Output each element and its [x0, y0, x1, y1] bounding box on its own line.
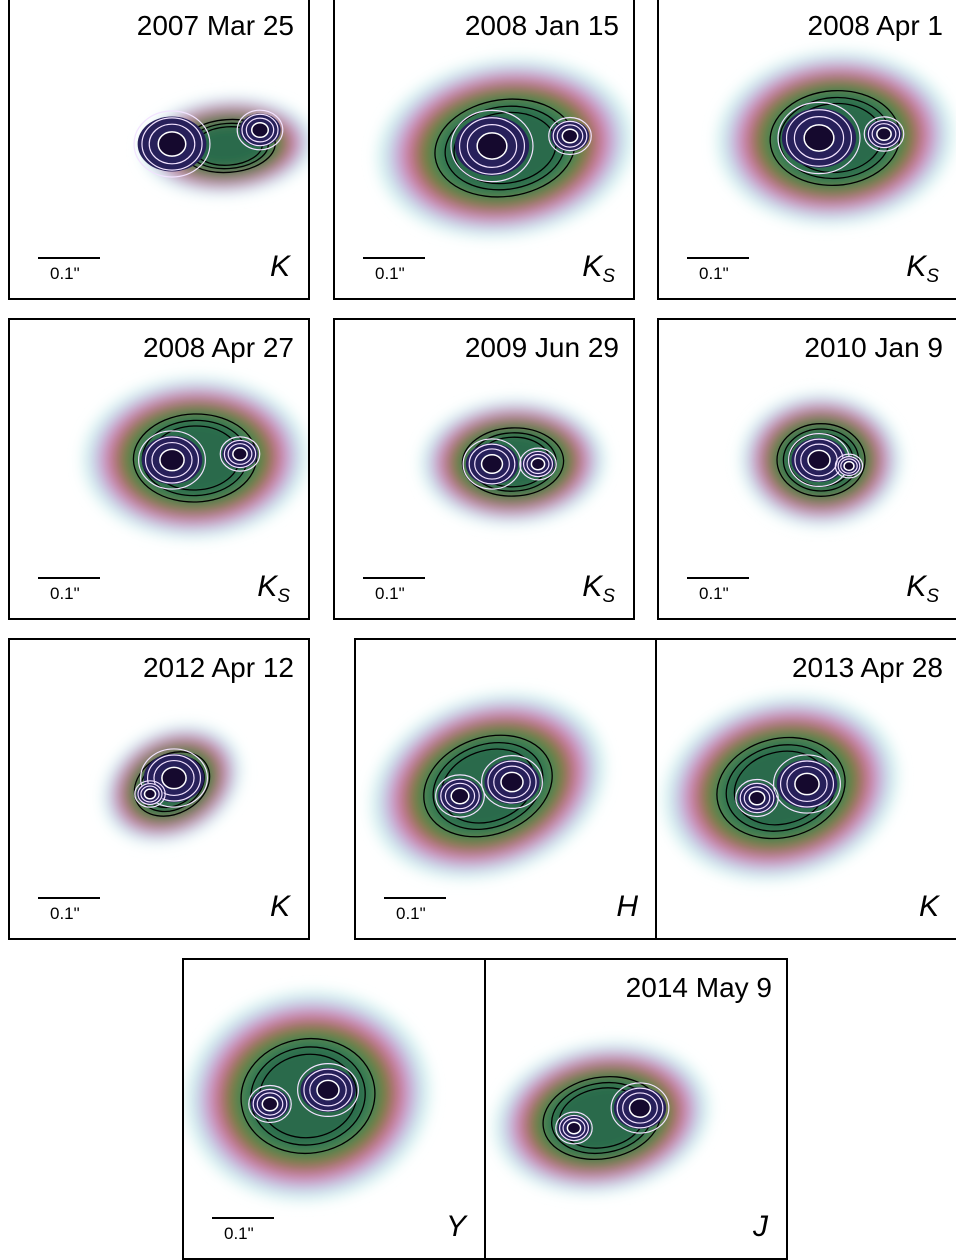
scale-bar: 0.1" [212, 1217, 274, 1244]
binary-contour-image [421, 399, 605, 525]
observation-date: 2010 Jan 9 [804, 332, 943, 363]
filter-band-label: KS [257, 570, 290, 607]
filter-band-label: KS [906, 250, 939, 287]
scale-bar-line [363, 257, 425, 259]
binary-contour-image [103, 725, 241, 843]
observation-date: 2008 Apr 27 [142, 332, 294, 363]
filter-band-label: Y [445, 1210, 466, 1243]
scale-bar-label: 0.1" [50, 904, 80, 923]
scale-bar-line [212, 1217, 274, 1219]
observation-date: 2012 Apr 12 [142, 652, 294, 683]
scale-bar: 0.1" [384, 897, 446, 924]
filter-band-label: K [269, 250, 290, 283]
scale-bar: 0.1" [38, 897, 100, 924]
image-panel-8: H 0.1" [354, 638, 658, 940]
filter-band-label: KS [582, 570, 615, 607]
binary-contour-image [741, 394, 901, 526]
binary-contour-image [186, 991, 430, 1201]
scale-bar-line [687, 577, 749, 579]
image-panel-3: 2008 Apr 1 KS 0.1" [657, 0, 956, 300]
observation-date: 2008 Apr 1 [807, 10, 943, 41]
filter-band-label: KS [582, 250, 615, 287]
scale-bar-line [38, 577, 100, 579]
observation-date: 2007 Mar 25 [136, 10, 294, 41]
binary-contour-image [83, 377, 307, 539]
image-panel-9: 2013 Apr 28 K [655, 638, 956, 940]
image-panel-4: 2008 Apr 27 KS 0.1" [8, 318, 310, 620]
filter-band-label: K [269, 890, 290, 923]
scale-bar: 0.1" [38, 257, 100, 284]
scale-bar-label: 0.1" [50, 584, 80, 603]
scale-bar-label: 0.1" [375, 584, 405, 603]
scale-bar: 0.1" [687, 577, 749, 604]
binary-contour-image [664, 696, 898, 880]
image-panel-6: 2010 Jan 9 KS 0.1" [657, 318, 956, 620]
image-panel-11: 2014 May 9 J [484, 958, 788, 1260]
filter-band-label: J [753, 1210, 768, 1243]
scale-bar-line [38, 897, 100, 899]
image-panel-10: Y 0.1" [182, 958, 486, 1260]
observation-date: 2014 May 9 [625, 972, 772, 1003]
image-panel-5: 2009 Jun 29 KS 0.1" [333, 318, 635, 620]
scale-bar-label: 0.1" [396, 904, 426, 923]
scale-bar: 0.1" [363, 577, 425, 604]
image-panel-2: 2008 Jan 15 KS 0.1" [333, 0, 635, 300]
scale-bar: 0.1" [363, 257, 425, 284]
scale-bar-label: 0.1" [699, 264, 729, 283]
scale-bar: 0.1" [38, 577, 100, 604]
observation-date: 2008 Jan 15 [464, 10, 619, 41]
binary-contour-image [717, 51, 953, 225]
observation-date: 2013 Apr 28 [791, 652, 943, 683]
scale-bar-label: 0.1" [375, 264, 405, 283]
binary-contour-image [494, 1042, 710, 1194]
image-panel-7: 2012 Apr 12 K 0.1" [8, 638, 310, 940]
observation-date: 2009 Jun 29 [464, 332, 619, 363]
scale-bar: 0.1" [687, 257, 749, 284]
binary-contour-image [133, 97, 308, 195]
filter-band-label: K [918, 890, 939, 923]
scale-bar-label: 0.1" [50, 264, 80, 283]
scale-bar-line [687, 257, 749, 259]
filter-band-label: H [616, 890, 638, 923]
scale-bar-line [384, 897, 446, 899]
binary-contour-image [377, 59, 633, 237]
scale-bar-line [38, 257, 100, 259]
scale-bar-line [363, 577, 425, 579]
scale-bar-label: 0.1" [224, 1224, 254, 1243]
binary-contour-image [371, 693, 605, 879]
filter-band-label: KS [906, 570, 939, 607]
scale-bar-label: 0.1" [699, 584, 729, 603]
image-panel-1: 2007 Mar 25 K 0.1" [8, 0, 310, 300]
